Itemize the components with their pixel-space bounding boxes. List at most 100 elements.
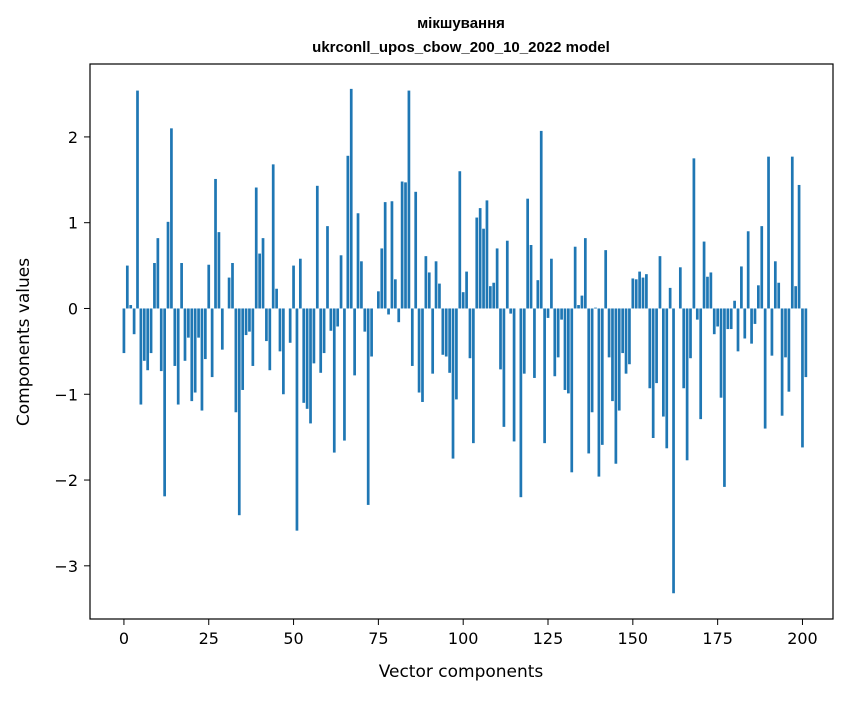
bar-25 [207, 264, 211, 309]
bar-49 [288, 308, 292, 343]
x-tick-label: 50 [283, 629, 303, 648]
bar-44 [271, 164, 275, 309]
bar-193 [777, 282, 781, 309]
bar-201 [804, 308, 808, 378]
bar-36 [244, 308, 248, 336]
bar-165 [682, 308, 686, 389]
bar-194 [780, 308, 784, 416]
bar-156 [651, 308, 655, 438]
bar-108 [488, 286, 492, 309]
bar-55 [309, 308, 312, 424]
bar-187 [757, 285, 760, 309]
bar-129 [560, 308, 563, 320]
bar-52 [298, 258, 302, 309]
bar-149 [628, 308, 631, 365]
bar-23 [200, 308, 204, 411]
bar-181 [736, 308, 740, 352]
bar-188 [760, 226, 764, 309]
bar-57 [315, 185, 319, 309]
bar-26 [210, 308, 214, 378]
x-tick-label: 75 [368, 629, 388, 648]
bar-61 [329, 308, 333, 331]
bar-3 [132, 308, 136, 335]
bar-51 [295, 308, 299, 531]
bar-153 [641, 277, 645, 309]
bar-21 [193, 308, 197, 393]
bar-99 [458, 171, 462, 309]
bar-40 [258, 253, 261, 309]
bar-81 [397, 308, 401, 323]
bar-175 [716, 308, 719, 327]
bar-141 [600, 308, 604, 445]
bar-178 [726, 308, 730, 330]
bar-2 [129, 305, 133, 309]
bar-22 [197, 308, 200, 338]
bar-45 [275, 288, 278, 309]
bar-12 [163, 308, 166, 497]
bar-191 [770, 308, 774, 356]
bar-41 [261, 238, 265, 309]
bar-172 [706, 276, 709, 309]
bar-19 [187, 308, 190, 338]
bar-168 [692, 158, 696, 309]
bar-120 [529, 245, 533, 309]
bar-5 [139, 308, 143, 405]
bar-177 [723, 308, 726, 487]
bar-195 [784, 308, 787, 358]
bar-145 [614, 308, 618, 464]
bar-89 [424, 256, 428, 309]
bar-88 [421, 308, 424, 402]
bar-196 [787, 308, 791, 392]
bar-190 [767, 156, 770, 309]
bar-17 [180, 263, 183, 309]
bar-80 [393, 279, 397, 309]
bar-20 [190, 308, 194, 402]
bar-138 [590, 308, 594, 413]
bar-13 [166, 221, 170, 309]
bar-60 [326, 226, 329, 309]
bar-86 [414, 191, 418, 309]
bar-109 [492, 282, 496, 309]
bar-186 [753, 308, 757, 324]
bar-0 [122, 308, 126, 354]
bar-47 [282, 308, 285, 395]
bar-126 [550, 258, 553, 309]
bar-96 [448, 308, 451, 373]
bar-169 [695, 308, 699, 320]
bar-34 [237, 308, 241, 516]
bar-72 [366, 308, 370, 505]
bar-143 [607, 308, 611, 358]
bar-133 [573, 246, 577, 309]
bar-184 [746, 231, 750, 309]
bar-158 [658, 256, 662, 309]
bar-166 [685, 308, 689, 461]
y-tick-label: −3 [54, 557, 78, 576]
bar-14 [170, 128, 173, 309]
bar-114 [509, 308, 513, 314]
bar-125 [546, 308, 550, 318]
bar-7 [146, 308, 150, 371]
bar-79 [390, 201, 394, 309]
bar-94 [441, 308, 445, 355]
bar-46 [278, 308, 282, 352]
bar-100 [461, 292, 465, 309]
bar-199 [797, 184, 801, 309]
bar-122 [536, 280, 540, 309]
bar-142 [604, 250, 608, 309]
bar-183 [743, 308, 747, 339]
bar-68 [353, 308, 356, 376]
x-tick-label: 175 [702, 629, 733, 648]
bar-16 [176, 308, 180, 405]
bar-134 [577, 305, 580, 309]
x-tick-label: 25 [199, 629, 219, 648]
bar-136 [583, 238, 587, 309]
bar-76 [380, 248, 384, 309]
bar-33 [234, 308, 238, 413]
bar-27 [214, 178, 217, 309]
bar-9 [153, 263, 156, 309]
bar-171 [702, 241, 706, 309]
bar-170 [699, 308, 703, 420]
bar-112 [502, 308, 506, 427]
bar-189 [763, 308, 767, 429]
